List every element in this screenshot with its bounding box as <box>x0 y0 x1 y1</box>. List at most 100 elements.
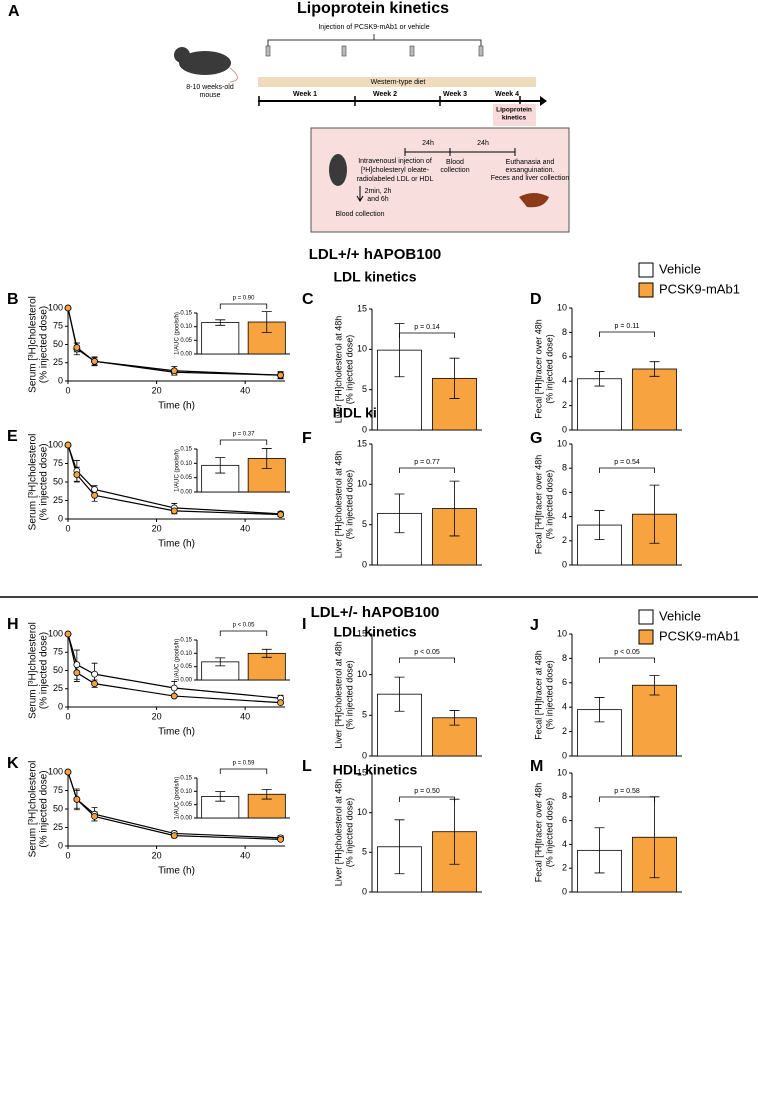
blood-24h-label: collection <box>440 167 469 174</box>
x-tick-label: 0 <box>65 711 70 721</box>
point <box>91 485 98 493</box>
point <box>64 304 72 312</box>
x-axis-label: Time (h) <box>158 727 195 738</box>
legend-label: Vehicle <box>659 608 701 623</box>
y-axis-label: 1/AUC (pools/h) <box>175 777 181 820</box>
point <box>277 699 284 707</box>
injection-text: radiolabeled LDL or HDL <box>357 176 434 183</box>
y-tick-label: 25 <box>53 683 63 693</box>
point <box>277 511 284 518</box>
section-title: LDL+/- hAPOB100 <box>311 604 440 621</box>
y-tick-label: 0 <box>58 375 63 385</box>
x-tick-label: 20 <box>152 711 162 721</box>
point <box>73 471 81 479</box>
y-tick-label: 0.05 <box>180 338 192 344</box>
panel-label: K <box>7 755 19 772</box>
y-tick-label: 0.15 <box>180 447 192 453</box>
y-tick-label: 50 <box>53 803 63 813</box>
panel-label: C <box>302 291 314 308</box>
y-tick-label: 4 <box>562 376 567 386</box>
y-tick-label: 5 <box>362 710 367 720</box>
legend-label: PCSK9-mAb1 <box>659 628 740 643</box>
y-tick-label: 75 <box>53 321 63 331</box>
point <box>73 669 81 677</box>
error-bar <box>394 676 405 712</box>
point <box>170 684 178 692</box>
y-tick-label: 0.15 <box>180 776 192 782</box>
y-tick-label: 50 <box>53 476 63 486</box>
y-tick-label: 4 <box>562 839 567 849</box>
row-title: LDL kinetics <box>334 269 417 285</box>
row-title: LDL kinetics <box>334 624 417 640</box>
y-tick-label: 5 <box>362 847 367 857</box>
error-bar <box>215 791 226 802</box>
panel-label: M <box>530 758 543 775</box>
y-tick-label: 10 <box>357 479 367 489</box>
mouse-icon <box>329 154 347 186</box>
y-tick-label: 2 <box>562 535 567 545</box>
week-label: Week 4 <box>495 91 519 98</box>
panel-label: A <box>8 3 20 20</box>
y-tick-label: 8 <box>562 791 567 801</box>
p-bracket <box>599 331 655 337</box>
panel-label: D <box>530 291 542 308</box>
p-value: p < 0.05 <box>614 649 640 656</box>
y-tick-label: 0 <box>58 701 63 711</box>
end-label: Feces and liver collection <box>491 175 570 182</box>
interval-label: 24h <box>422 140 434 147</box>
injection-label: Injection of PCSK9-mAb1 or vehicle <box>318 24 429 31</box>
y-tick-label: 10 <box>357 669 367 679</box>
injection-text: Intravenousl injection of <box>358 158 432 165</box>
y-tick-label: 100 <box>48 439 63 449</box>
y-tick-label: 6 <box>562 351 567 361</box>
point <box>277 835 284 843</box>
x-tick-label: 40 <box>240 850 250 860</box>
mouse-tail <box>229 67 238 83</box>
p-value: p = 0.59 <box>233 761 256 767</box>
y-axis-label: Serum [³H]cholesterol <box>28 622 39 719</box>
y-tick-label: 0.05 <box>180 802 192 808</box>
error-bar <box>261 648 272 658</box>
point <box>73 795 81 803</box>
kinetics-label: kinetics <box>502 115 527 122</box>
point <box>91 491 98 499</box>
early-time-text: and 6h <box>367 196 389 203</box>
mouse-head <box>174 47 190 63</box>
y-tick-label: 4 <box>562 511 567 521</box>
y-tick-label: 0 <box>58 840 63 850</box>
x-tick-label: 0 <box>65 523 70 533</box>
point <box>64 630 72 638</box>
protocol-box <box>310 127 570 233</box>
y-tick-label: 10 <box>557 302 567 312</box>
week-label: Week 1 <box>293 91 317 98</box>
p-bracket <box>219 303 268 309</box>
error-bar <box>215 657 226 667</box>
p-bracket <box>599 467 655 473</box>
x-axis-label: Time (h) <box>158 866 195 877</box>
y-tick-label: 0 <box>562 424 567 434</box>
y-tick-label: 15 <box>357 303 367 313</box>
y-tick-label: 0 <box>562 559 567 569</box>
timeline-ticks <box>258 96 521 106</box>
error-bar <box>649 484 660 544</box>
y-tick-label: 2 <box>562 726 567 736</box>
error-bar <box>394 493 405 534</box>
p-value: p = 0.14 <box>414 324 440 331</box>
y-tick-label: 50 <box>53 665 63 675</box>
y-tick-label: 10 <box>557 767 567 777</box>
point <box>91 813 98 820</box>
injection-bracket <box>267 34 482 46</box>
y-tick-label: 0.15 <box>180 638 192 644</box>
week-label: Week 3 <box>443 91 467 98</box>
y-axis-label: (% injected dose) <box>39 306 50 383</box>
y-tick-label: 8 <box>562 653 567 663</box>
x-tick-label: 40 <box>240 523 250 533</box>
x-tick-label: 40 <box>240 385 250 395</box>
y-tick-label: 6 <box>562 487 567 497</box>
error-bar <box>449 357 460 399</box>
p-bracket <box>219 768 268 774</box>
x-axis-label: Time (h) <box>158 401 195 412</box>
y-tick-label: 0 <box>562 750 567 760</box>
timeline-arrow <box>540 96 547 106</box>
